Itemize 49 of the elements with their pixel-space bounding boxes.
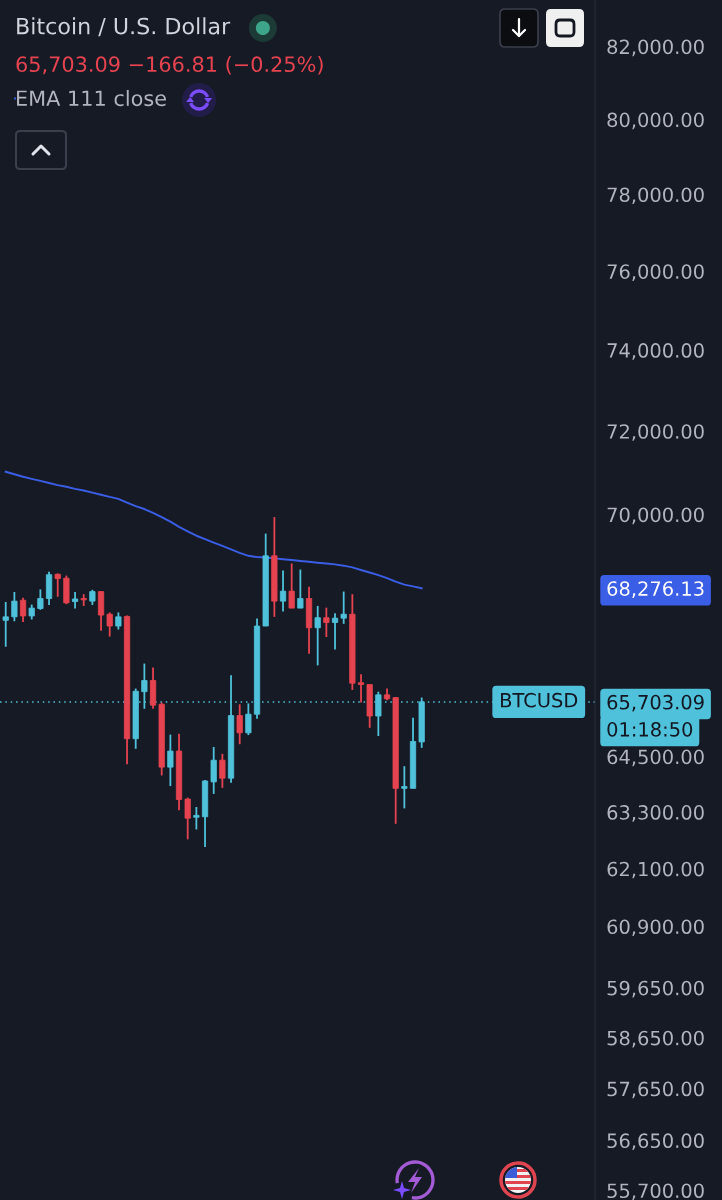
y-tick-label: 60,900.00: [607, 919, 704, 937]
y-tick-label: 72,000.00: [607, 424, 704, 441]
candlestick: [2, 601, 9, 648]
y-tick-label: 63,300.00: [607, 805, 704, 822]
ref-line-label: BTCUSD: [501, 692, 578, 708]
y-tick-label: 62,100.00: [607, 861, 704, 879]
candlestick: [236, 703, 243, 746]
y-tick-label: 57,650.00: [607, 1081, 704, 1099]
candlestick: [314, 605, 321, 667]
candlestick: [323, 606, 330, 638]
y-tick-label: 70,000.00: [607, 507, 704, 525]
candlestick: [167, 733, 174, 787]
candlestick: [288, 562, 295, 610]
y-tick-label: 80,000.00: [607, 112, 704, 130]
candlestick: [340, 590, 347, 625]
line-series: [4, 470, 423, 590]
y-tick-label: 56,650.00: [607, 1133, 704, 1151]
y-tick-label: 58,650.00: [607, 1030, 704, 1048]
candlestick: [54, 572, 61, 598]
legend-label: EMA 111 close: [17, 90, 166, 107]
candlestick: [401, 765, 408, 810]
y-tick-label: 78,000.00: [607, 187, 704, 205]
candlestick: [331, 612, 339, 651]
candlestick: [245, 702, 252, 736]
candlestick: [19, 596, 27, 623]
candlestick: [279, 569, 287, 613]
candlestick: [184, 796, 191, 841]
y-tick-label: 76,000.00: [607, 264, 704, 281]
y-tick-label: 55,700.00: [607, 1183, 704, 1200]
y-tick-label: 82,000.00: [607, 39, 704, 57]
candlestick: [106, 611, 113, 638]
candlestick: [37, 588, 44, 611]
y-tick-label: 65,703.09: [607, 694, 704, 712]
text: 01:18:50: [607, 722, 693, 737]
y-tick-label: 59,650.00: [607, 980, 704, 998]
candlestick: [357, 673, 365, 704]
y-tick-label: 68,276.13: [607, 581, 704, 598]
candlestick: [297, 568, 304, 610]
candlestick: [80, 593, 87, 607]
candlestick: [45, 570, 53, 606]
candlestick: [11, 591, 18, 623]
text: 65,703.09 −166.81 (−0.25%): [16, 55, 323, 75]
candlestick: [97, 590, 105, 632]
text: Bitcoin / U.S. Dollar: [17, 17, 231, 37]
y-tick-label: 64,500.00: [607, 749, 704, 767]
y-tick-label: 74,000.00: [607, 343, 704, 360]
candlestick: [193, 806, 200, 831]
candlestick: [210, 746, 217, 795]
candlestick: [219, 752, 226, 789]
